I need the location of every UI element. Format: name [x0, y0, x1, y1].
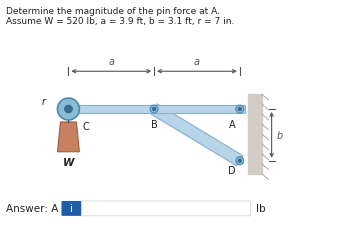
- Text: a: a: [194, 57, 200, 67]
- Circle shape: [236, 106, 244, 114]
- Text: i: i: [70, 204, 73, 213]
- Text: C: C: [82, 121, 89, 131]
- Circle shape: [152, 108, 156, 111]
- Circle shape: [238, 108, 242, 111]
- Text: Answer: A =: Answer: A =: [6, 204, 70, 213]
- Circle shape: [238, 159, 242, 163]
- Polygon shape: [57, 122, 79, 152]
- Text: W: W: [63, 157, 74, 167]
- FancyBboxPatch shape: [82, 201, 251, 216]
- Polygon shape: [151, 104, 243, 166]
- Text: Determine the magnitude of the pin force at A.: Determine the magnitude of the pin force…: [6, 7, 220, 16]
- Circle shape: [150, 106, 158, 114]
- Circle shape: [64, 106, 72, 113]
- Bar: [248, 95, 262, 174]
- Text: A: A: [229, 119, 235, 129]
- Text: r: r: [42, 97, 46, 107]
- FancyBboxPatch shape: [62, 201, 82, 216]
- Text: D: D: [228, 165, 236, 175]
- Text: Assume W = 520 lb, a = 3.9 ft, b = 3.1 ft, r = 7 in.: Assume W = 520 lb, a = 3.9 ft, b = 3.1 f…: [6, 17, 234, 25]
- Text: lb: lb: [256, 204, 265, 213]
- Circle shape: [57, 99, 79, 121]
- Circle shape: [236, 157, 244, 165]
- Text: B: B: [151, 119, 157, 129]
- Text: a: a: [108, 57, 114, 67]
- Text: b: b: [277, 130, 283, 140]
- Bar: [63, 106, 245, 114]
